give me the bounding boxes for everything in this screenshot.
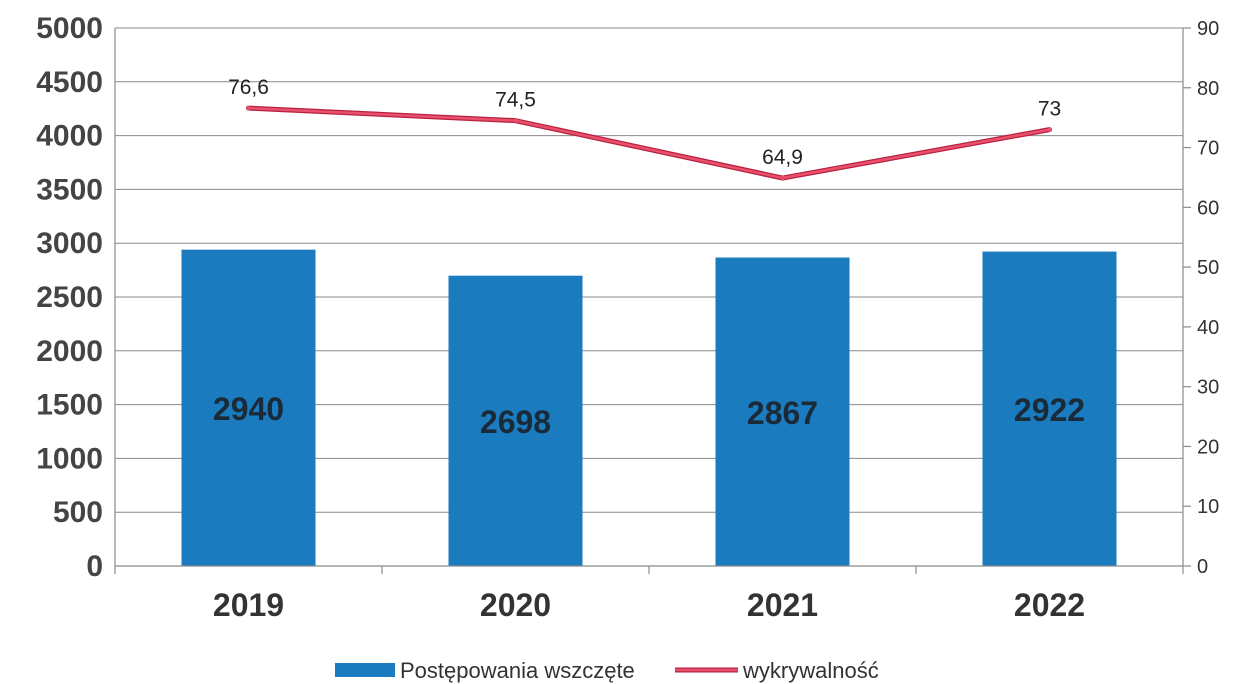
legend-swatch-bar xyxy=(335,663,395,677)
bar-data-labels: 2940 2698 2867 2922 xyxy=(213,391,1085,440)
left-tick-label: 5000 xyxy=(36,12,103,45)
legend-label-line: wykrywalność xyxy=(742,658,879,683)
left-tick-label: 3500 xyxy=(36,173,103,206)
line-data-labels: 76,6 74,5 64,9 73 xyxy=(228,76,1061,169)
bar-data-label: 2698 xyxy=(480,404,551,440)
left-tick-label: 2000 xyxy=(36,335,103,368)
right-tick-label: 90 xyxy=(1197,18,1219,40)
right-tick-label: 60 xyxy=(1197,197,1219,219)
left-tick-label: 4500 xyxy=(36,66,103,99)
left-tick-label: 2500 xyxy=(36,281,103,314)
left-tick-label: 4000 xyxy=(36,120,103,153)
x-tick-label: 2019 xyxy=(213,587,284,623)
line-data-label: 76,6 xyxy=(228,76,269,99)
line-data-label: 74,5 xyxy=(495,89,536,112)
line-point xyxy=(246,106,251,111)
line-point xyxy=(1047,127,1052,132)
axes xyxy=(114,28,1184,574)
line-point xyxy=(513,118,518,123)
line-series-path xyxy=(247,106,1051,180)
right-tick-label: 50 xyxy=(1197,257,1219,279)
left-tick-label: 3000 xyxy=(36,227,103,260)
line-data-label: 73 xyxy=(1038,98,1061,121)
bar xyxy=(715,257,850,566)
left-axis-ticks: 0 500 1000 1500 2000 2500 3000 3500 4000 4500 5000 xyxy=(36,12,103,583)
bar-series xyxy=(181,249,1117,566)
bar-data-label: 2922 xyxy=(1014,392,1085,428)
bar xyxy=(982,251,1117,566)
right-tick-label: 40 xyxy=(1197,317,1219,339)
line-data-label: 64,9 xyxy=(762,146,803,169)
line-series xyxy=(246,105,1052,181)
legend-label-bar: Postępowania wszczęte xyxy=(400,658,635,683)
right-tick-label: 20 xyxy=(1197,436,1219,458)
x-tick-label: 2021 xyxy=(747,587,818,623)
right-axis-ticks: 0 10 20 30 40 50 60 70 80 90 xyxy=(1183,18,1219,578)
legend: Postępowania wszczęte wykrywalność xyxy=(335,658,879,683)
left-tick-label: 1000 xyxy=(36,442,103,475)
left-tick-label: 0 xyxy=(86,550,103,583)
right-tick-label: 80 xyxy=(1197,78,1219,100)
left-tick-label: 500 xyxy=(53,496,103,529)
right-tick-label: 10 xyxy=(1197,496,1219,518)
bar-data-label: 2940 xyxy=(213,391,284,427)
left-tick-label: 1500 xyxy=(36,389,103,422)
right-tick-label: 70 xyxy=(1197,138,1219,160)
right-tick-label: 0 xyxy=(1197,556,1208,578)
bar xyxy=(448,275,583,566)
right-tick-label: 30 xyxy=(1197,377,1219,399)
x-axis-ticks: 2019 2020 2021 2022 xyxy=(213,587,1085,623)
x-tick-label: 2020 xyxy=(480,587,551,623)
line-point xyxy=(780,176,785,181)
x-tick-label: 2022 xyxy=(1014,587,1085,623)
bar-data-label: 2867 xyxy=(747,395,818,431)
bar xyxy=(181,249,316,566)
line-series-outline xyxy=(246,105,1052,181)
